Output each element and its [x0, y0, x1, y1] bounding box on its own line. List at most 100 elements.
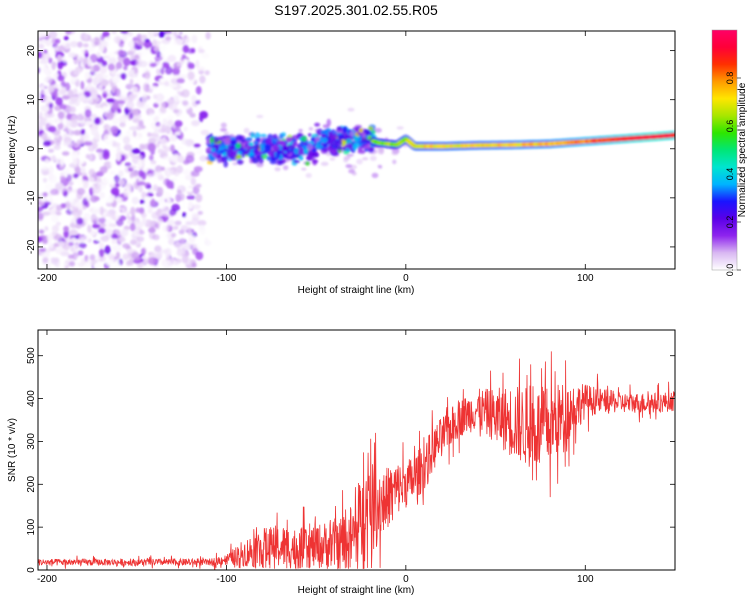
- spectrogram-cell: [111, 237, 117, 245]
- spectrogram-cell: [220, 122, 227, 128]
- spectrogram-cell: [146, 184, 152, 190]
- spectrogram-cell: [181, 255, 189, 264]
- spectrogram-cell: [148, 227, 156, 233]
- spectrogram-cell: [163, 49, 170, 56]
- spectrogram-cell: [311, 148, 317, 153]
- spectrogram-cell: [173, 225, 179, 230]
- spectrogram-cell: [154, 245, 162, 253]
- spectrogram-cell: [245, 137, 253, 142]
- spectrogram-cell: [183, 242, 191, 251]
- spectrogram-cell: [150, 159, 157, 165]
- spectrogram-cell: [137, 132, 143, 138]
- spectrogram-cell: [166, 219, 176, 227]
- spectrogram-cell: [170, 144, 175, 153]
- spectrogram-cell: [38, 119, 47, 126]
- spectrogram-cell: [152, 174, 159, 183]
- spectrogram-cell: [43, 201, 51, 206]
- spectrogram-cell: [189, 112, 196, 118]
- spectrogram-cell: [173, 109, 180, 114]
- spectrogram-cell: [361, 131, 366, 139]
- spectrogram-cell: [111, 102, 120, 112]
- spectrogram-cell: [92, 209, 101, 214]
- spectrogram-cell: [87, 59, 92, 67]
- spectrogram-cell: [125, 130, 132, 139]
- x-tick-label: -200: [37, 574, 57, 585]
- spectrogram-cell: [183, 58, 189, 64]
- x-tick-label: 0: [403, 574, 409, 585]
- spectrogram-cell: [102, 177, 107, 183]
- y-tick-label: 300: [26, 433, 37, 450]
- spectrogram-cell: [113, 35, 122, 44]
- spectrogram-cell: [45, 39, 52, 47]
- spectrogram-cell: [100, 235, 110, 242]
- spectrogram-cell: [154, 127, 159, 135]
- spectrogram-cell: [80, 80, 85, 90]
- spectrogram-cell: [82, 234, 90, 243]
- spectrogram-cell: [121, 34, 128, 42]
- y-tick-label: 0: [26, 146, 37, 152]
- spectrogram-cell: [270, 152, 275, 159]
- spectrogram-cell: [147, 172, 153, 180]
- spectrogram-cell: [43, 49, 48, 54]
- spectrogram-cell: [77, 41, 83, 48]
- spectrogram-cell: [108, 57, 117, 65]
- spectrogram-cell: [306, 143, 313, 151]
- spectrogram-cell: [62, 56, 69, 62]
- spectrogram-cell: [119, 122, 126, 128]
- spectrogram-cell: [149, 62, 157, 68]
- spectrogram-blobs: [38, 31, 675, 269]
- spectrogram-cell: [68, 261, 76, 267]
- spectrogram-cell: [141, 212, 147, 219]
- spectrogram-cell: [67, 254, 75, 259]
- spectrogram-cell: [68, 127, 73, 136]
- spectrogram-cell: [112, 77, 121, 84]
- spectrogram-cell: [162, 118, 168, 126]
- spectrogram-cell: [90, 231, 97, 236]
- spectrogram-cell: [129, 165, 137, 170]
- spectrogram-cell: [187, 71, 195, 81]
- spectrogram-cell: [153, 45, 160, 52]
- spectrogram-cell: [134, 69, 139, 75]
- spectrogram-cell: [301, 135, 308, 142]
- spectrogram-cell: [127, 259, 134, 266]
- spectrogram-cell: [115, 211, 121, 220]
- spectrogram-cell: [47, 84, 55, 93]
- spectrogram-cell: [94, 41, 99, 46]
- spectrogram-cell: [141, 94, 148, 104]
- spectrogram-cell: [105, 197, 114, 204]
- spectrogram-cell: [326, 153, 331, 157]
- spectrogram-cell: [150, 252, 158, 258]
- spectrogram-cell: [181, 35, 190, 44]
- spectrogram-cell: [131, 251, 140, 259]
- spectrogram-cell: [321, 134, 326, 139]
- spectrogram-cell: [109, 170, 116, 176]
- spectrogram-cell: [103, 55, 110, 60]
- spectrogram-cell: [114, 88, 121, 97]
- spectrogram-cell: [131, 214, 136, 222]
- spectrogram-cell: [106, 112, 114, 120]
- spectrogram-cell: [195, 193, 203, 203]
- spectrogram-cell: [166, 115, 174, 121]
- spectrogram-cell: [114, 261, 119, 267]
- spectrogram-cell: [68, 52, 76, 58]
- spectrogram-cell: [330, 139, 339, 146]
- spectrogram-cell: [247, 152, 254, 157]
- spectrogram-cell: [117, 50, 126, 56]
- spectrogram-cell: [163, 146, 173, 152]
- spectrogram-cell: [129, 78, 134, 85]
- spectrogram-cell: [176, 248, 186, 257]
- spectrogram-cell: [153, 184, 158, 191]
- spectrogram-cell: [48, 172, 54, 181]
- spectrogram-cell: [181, 109, 186, 118]
- spectrogram-cell: [356, 158, 363, 165]
- spectrogram-cell: [88, 176, 95, 183]
- spectrogram-cell: [157, 250, 163, 259]
- spectrogram-cell: [73, 173, 79, 179]
- spectrogram-cell: [127, 94, 135, 102]
- spectrogram-cell: [152, 234, 160, 241]
- spectrogram-cell: [89, 254, 96, 261]
- spectrogram-cell: [127, 31, 133, 37]
- spectrogram-x-label: Height of straight line (km): [298, 285, 415, 296]
- spectrogram-cell: [160, 210, 167, 217]
